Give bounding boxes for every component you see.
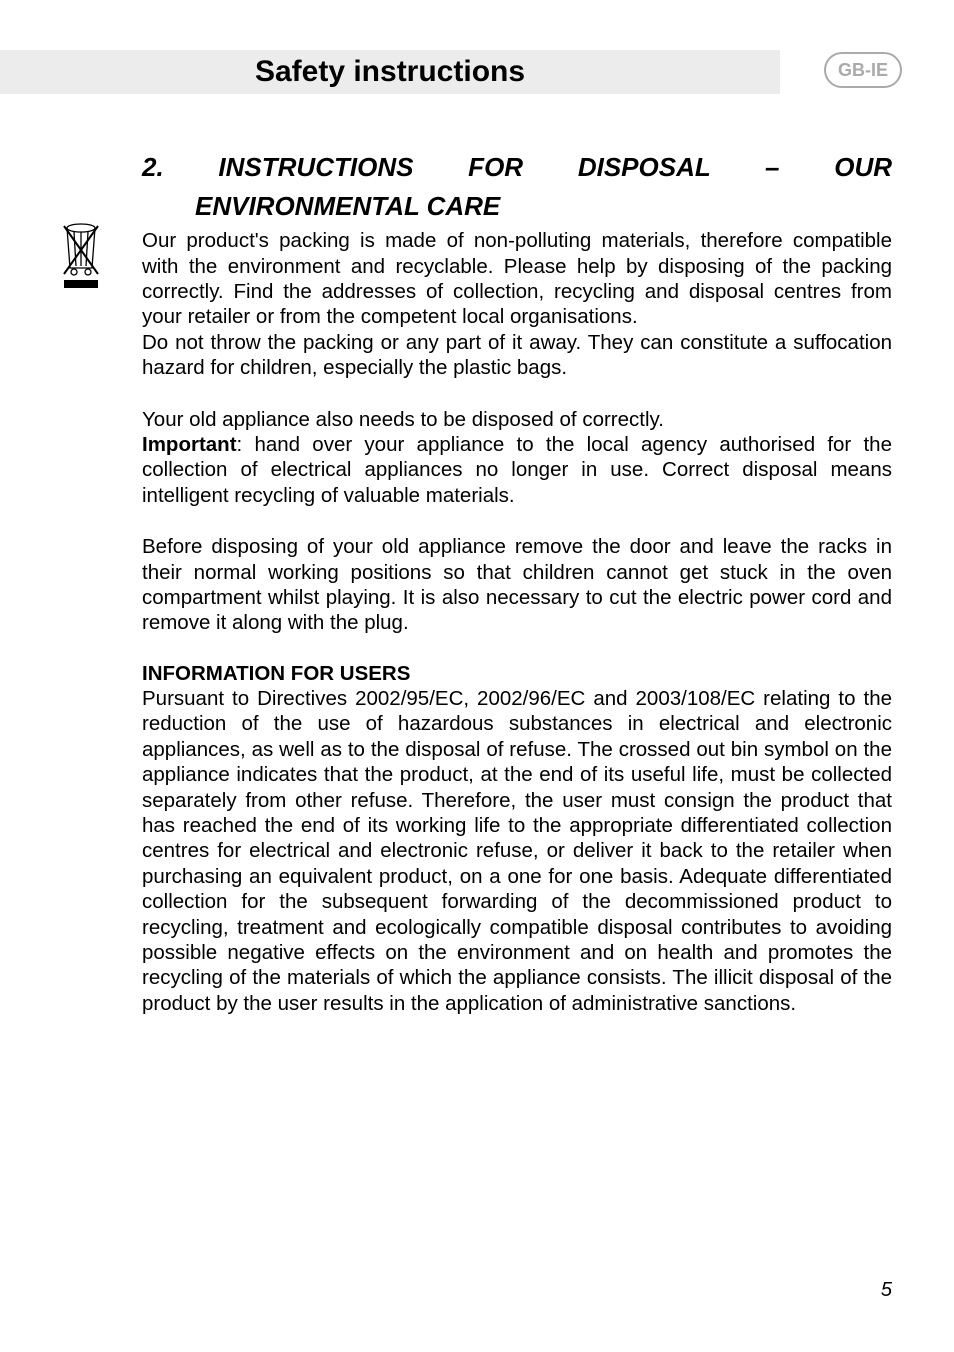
text-dispose-line: Your old appliance also needs to be disp… bbox=[142, 408, 664, 431]
important-label: Important bbox=[142, 433, 237, 456]
region-badge-text: GB-IE bbox=[838, 60, 888, 81]
paragraph-before-disposing: Before disposing of your old appliance r… bbox=[142, 534, 892, 636]
paragraph-directives: Pursuant to Directives 2002/95/EC, 2002/… bbox=[142, 686, 892, 1016]
page-number: 5 bbox=[881, 1279, 892, 1302]
paragraph-packing-warning: Do not throw the packing or any part of … bbox=[142, 330, 892, 381]
crossed-bin-icon bbox=[62, 222, 118, 294]
content-area: 2. INSTRUCTIONS FOR DISPOSAL – OUR ENVIR… bbox=[62, 152, 892, 1042]
header-band: Safety instructions bbox=[0, 50, 780, 94]
section-heading-line1: 2. INSTRUCTIONS FOR DISPOSAL – OUR bbox=[142, 152, 892, 183]
section-heading-line2: ENVIRONMENTAL CARE bbox=[195, 191, 892, 222]
header-title: Safety instructions bbox=[255, 55, 525, 89]
paragraph-old-appliance: Your old appliance also needs to be disp… bbox=[142, 407, 892, 509]
region-badge: GB-IE bbox=[824, 52, 902, 88]
info-users-heading: INFORMATION FOR USERS bbox=[142, 662, 892, 686]
paragraph-packing: Our product's packing is made of non-pol… bbox=[142, 228, 892, 330]
important-text: : hand over your appliance to the local … bbox=[142, 433, 892, 507]
